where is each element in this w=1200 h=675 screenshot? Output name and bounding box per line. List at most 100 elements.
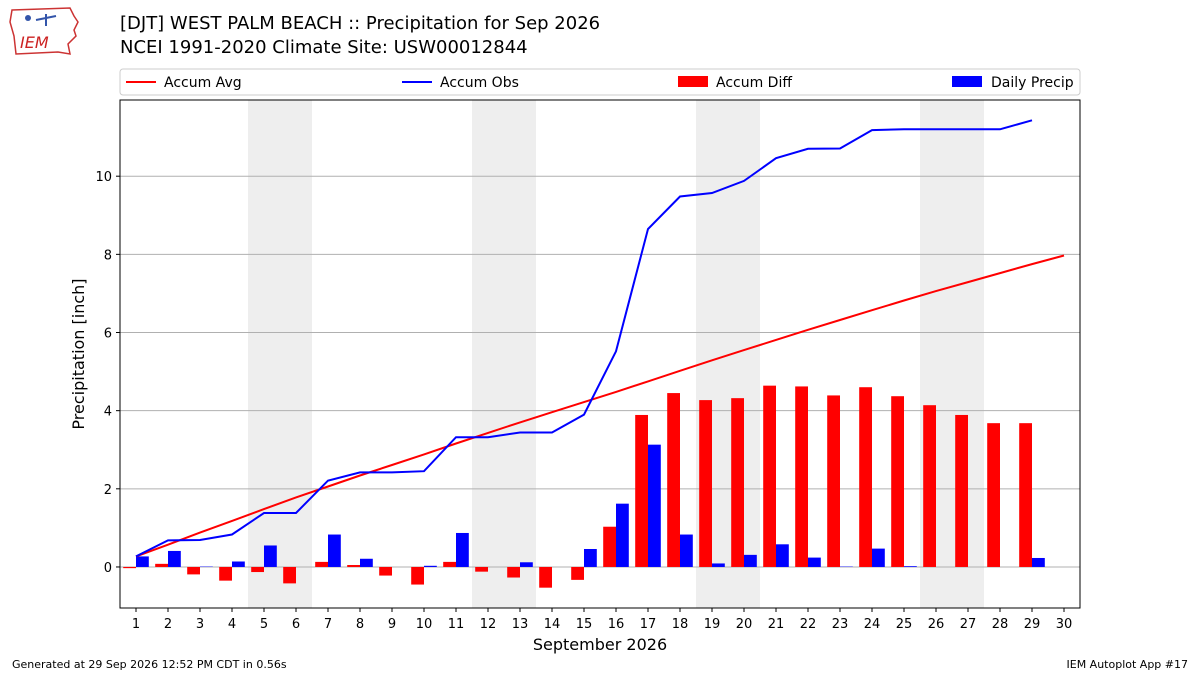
accum-diff-bar-day-3 [187,566,200,575]
daily-precip-bar-day-15 [584,548,597,567]
legend-label-accum-avg: Accum Avg [164,75,242,91]
accum-diff-bar-day-26 [923,405,936,567]
x-tick-label-28: 28 [992,617,1009,632]
x-tick-label-3: 3 [196,617,204,632]
weekend-shade-day-12 [472,100,504,608]
accum-diff-bar-day-10 [411,566,424,585]
accum-diff-bar-day-16 [603,526,616,567]
daily-precip-bar-day-17 [648,444,661,567]
accum-diff-bar-day-17 [635,414,648,567]
x-tick-label-24: 24 [864,617,881,632]
daily-precip-bar-day-20 [744,554,757,567]
x-tick-label-7: 7 [324,617,332,632]
x-axis-label: September 2026 [533,635,667,654]
accum-diff-bar-day-9 [379,566,392,576]
chart-subtitle: NCEI 1991-2020 Climate Site: USW00012844 [120,37,528,58]
accum-diff-bar-day-25 [891,396,904,567]
weekend-shading [248,100,984,608]
x-tick-label-16: 16 [608,617,625,632]
legend-swatch-daily-precip [952,76,982,87]
accum-diff-bar-day-20 [731,398,744,567]
legend-label-accum-obs: Accum Obs [440,75,519,91]
y-gridlines [120,175,1080,568]
daily-precip-bar-day-25 [904,566,917,567]
iem-logo-text: IEM [20,33,49,52]
accum-obs-line [135,119,1033,558]
app-credit: IEM Autoplot App #17 [1066,658,1189,671]
y-axis-ticks: 0 2 4 6 8 10 [95,170,120,576]
y-tick-label-6: 6 [104,327,112,342]
x-tick-label-14: 14 [544,617,561,632]
x-tick-label-12: 12 [480,617,497,632]
chart-title: [DJT] WEST PALM BEACH :: Precipitation f… [120,13,601,34]
x-tick-label-23: 23 [832,617,849,632]
accum-diff-bar-day-28 [987,423,1000,567]
accum-diff-bar-day-2 [155,563,168,567]
x-tick-label-20: 20 [736,617,753,632]
x-tick-label-6: 6 [292,617,300,632]
weekend-shade-day-5 [248,100,280,608]
accum-diff-bar-day-1 [123,566,136,569]
daily-precip-bar-day-5 [264,545,277,567]
daily-precip-bar-day-24 [872,548,885,567]
accum-diff-bar-day-5 [251,566,264,573]
accum-diff-bar-day-4 [219,566,232,581]
weekend-shade-day-13 [504,100,536,608]
x-tick-label-2: 2 [164,617,172,632]
x-tick-label-8: 8 [356,617,364,632]
x-tick-label-27: 27 [960,617,977,632]
accum-diff-bar-day-19 [699,400,712,567]
x-tick-label-26: 26 [928,617,945,632]
daily-precip-bar-day-7 [328,534,341,567]
accum-diff-bar-day-21 [763,385,776,567]
y-axis-label: Precipitation [inch] [69,278,88,429]
daily-precip-bar-day-18 [680,534,693,567]
accum-diff-bar-day-6 [283,566,296,584]
plot-frame [119,99,1081,609]
y-tick-label-10: 10 [95,170,112,185]
x-tick-label-25: 25 [896,617,913,632]
x-tick-label-19: 19 [704,617,721,632]
accum-diff-bar-day-7 [315,561,328,567]
x-tick-label-18: 18 [672,617,689,632]
weekend-shade-day-6 [280,100,312,608]
daily-precip-bar-day-16 [616,503,629,567]
legend-label-daily-precip: Daily Precip [991,75,1074,91]
accum-diff-bar-day-27 [955,414,968,567]
x-axis-ticks: 1 2 3 4 5 6 7 8 9 10 11 12 13 14 15 16 17 18 19 20 21 22 23 24 2… [132,608,1072,632]
accum-lines [135,119,1065,558]
y-tick-label-2: 2 [104,483,112,498]
daily-precip-bar-day-1 [136,556,149,567]
accum-diff-bar-day-24 [859,387,872,567]
iem-logo: IEM [9,7,79,55]
daily-precip-bar-day-19 [712,563,725,567]
daily-precip-bar-day-2 [168,550,181,567]
accum-diff-bar-day-14 [539,566,552,588]
daily-precip-bar-day-4 [232,561,245,567]
daily-precip-bar-day-21 [776,544,789,567]
accum-diff-bar-day-23 [827,395,840,567]
x-tick-label-5: 5 [260,617,268,632]
x-tick-label-4: 4 [228,617,236,632]
x-tick-label-15: 15 [576,617,593,632]
daily-precip-bar-day-29 [1032,557,1045,567]
x-tick-label-29: 29 [1024,617,1041,632]
x-tick-label-21: 21 [768,617,785,632]
daily-precip-bar-day-8 [360,558,373,567]
daily-precip-bar-day-10 [424,565,437,567]
y-tick-label-4: 4 [104,405,112,420]
legend-swatch-accum-diff [678,76,708,87]
legend-frame [119,68,1081,96]
accum-diff-bar-day-15 [571,566,584,580]
y-tick-label-0: 0 [104,561,112,576]
x-tick-label-11: 11 [448,617,465,632]
accum-diff-bars [123,385,1032,588]
accum-diff-bar-day-29 [1019,423,1032,567]
iowa-state-outline [9,7,79,55]
accum-avg-line [135,254,1065,558]
x-tick-label-13: 13 [512,617,529,632]
x-tick-label-22: 22 [800,617,817,632]
x-tick-label-1: 1 [132,617,140,632]
x-tick-label-17: 17 [640,617,657,632]
